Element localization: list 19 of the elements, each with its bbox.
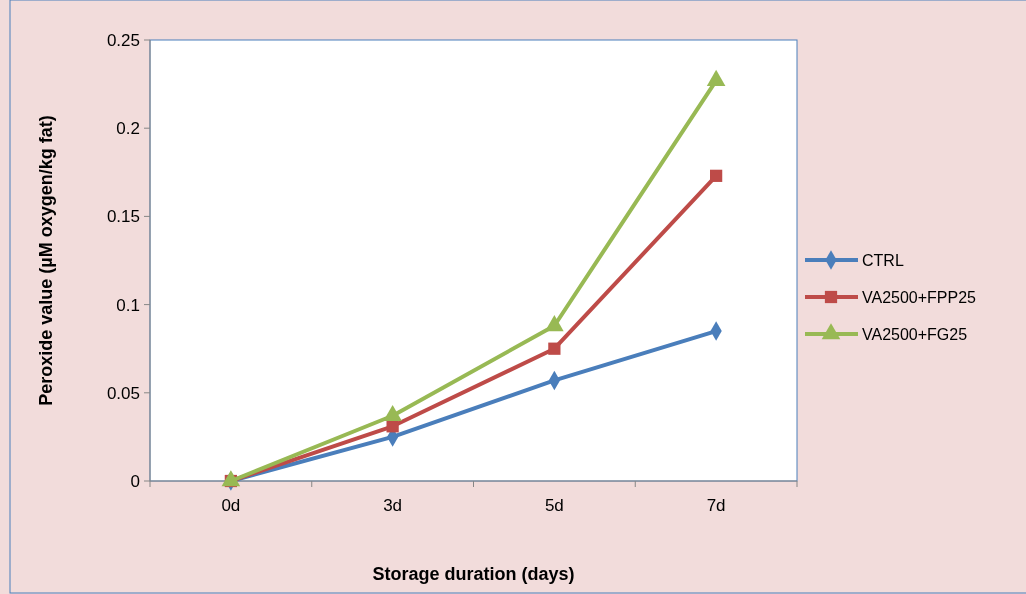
x-tick-label: 5d	[544, 496, 564, 515]
x-axis-title: Storage duration (days)	[372, 564, 575, 584]
point	[545, 315, 564, 332]
x-tick-label: 3d	[383, 496, 403, 515]
x-tick-label: 0d	[221, 496, 241, 515]
point	[706, 69, 726, 86]
y-tick-label: 0.2	[116, 119, 140, 139]
point	[710, 169, 723, 182]
y-axis-title: Peroxide value (µM oxygen/kg fat)	[36, 115, 56, 406]
y-tick-label: 0	[130, 471, 140, 491]
point	[548, 342, 561, 355]
legend-label: VA2500+FG25	[862, 325, 968, 343]
y-tick-label: 0.1	[116, 295, 140, 315]
y-tick-label: 0.05	[106, 383, 140, 403]
y-tick-label: 0.15	[106, 207, 140, 227]
x-tick-label: 7d	[706, 496, 726, 515]
y-tick-label: 0.25	[106, 30, 140, 50]
legend-label: CTRL	[862, 251, 904, 269]
legend-label: VA2500+FPP25	[862, 288, 977, 306]
